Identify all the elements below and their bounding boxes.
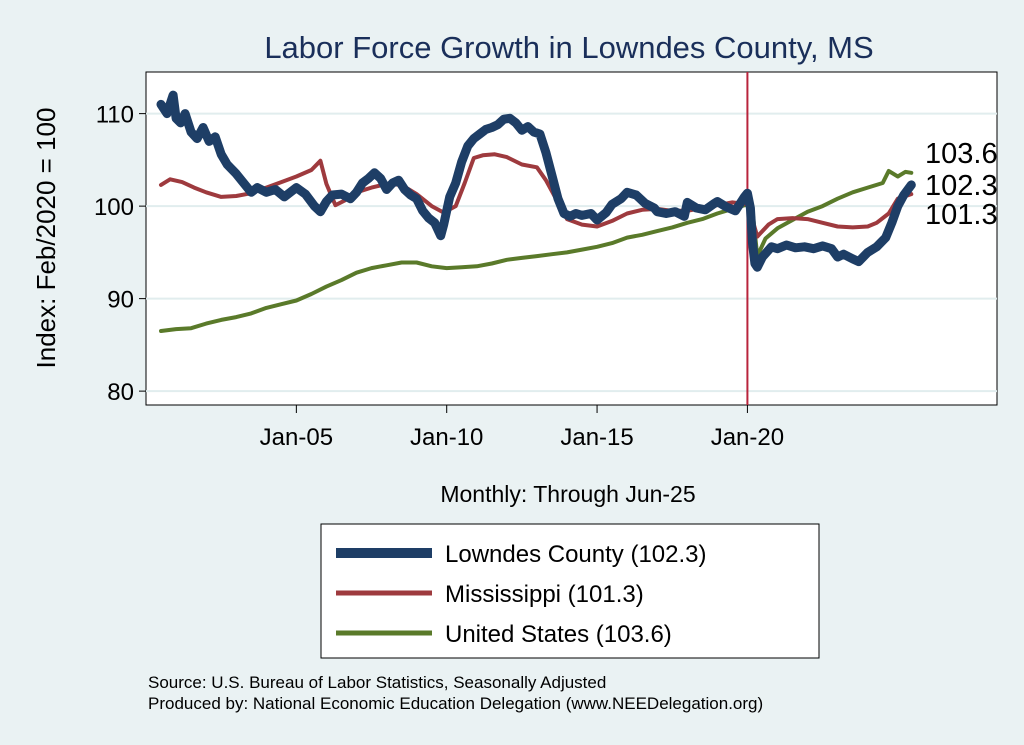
gridlines xyxy=(146,112,997,393)
x-tick-label: Jan-05 xyxy=(260,424,333,451)
legend-items: Lowndes County (102.3) Mississippi (101.3… xyxy=(336,541,707,648)
end-label-united-states: 103.6 xyxy=(925,138,998,170)
y-tick-label: 100 xyxy=(94,194,134,221)
legend-label: United States (103.6) xyxy=(445,621,672,648)
series-line-united-states xyxy=(159,169,914,333)
y-tick-label: 90 xyxy=(107,287,134,314)
y-tick-label: 80 xyxy=(107,379,134,406)
series-line-lowndes-county xyxy=(156,90,916,272)
legend-label: Mississippi (101.3) xyxy=(445,581,644,608)
x-axis-label: Monthly: Through Jun-25 xyxy=(440,481,695,507)
x-tick-label: Jan-20 xyxy=(711,424,784,451)
source-line-1: Source: U.S. Bureau of Labor Statistics,… xyxy=(148,673,606,692)
x-tick-label: Jan-15 xyxy=(560,424,633,451)
legend: Lowndes County (102.3) Mississippi (101.3… xyxy=(320,523,820,659)
y-axis-label: Index: Feb/2020 = 100 xyxy=(31,108,61,369)
y-tick-label: 110 xyxy=(96,102,134,129)
series-lines xyxy=(156,90,916,333)
y-axis-ticks: 80 90 100 110 xyxy=(94,102,146,406)
end-label-lowndes-county: 102.3 xyxy=(925,170,998,202)
x-tick-label: Jan-10 xyxy=(410,424,483,451)
plot-area xyxy=(145,71,998,406)
legend-label: Lowndes County (102.3) xyxy=(445,541,707,568)
x-axis-ticks: Jan-05 Jan-10 Jan-15 Jan-20 xyxy=(260,405,784,451)
chart-title: Labor Force Growth in Lowndes County, MS xyxy=(264,30,873,65)
series-line-mississippi xyxy=(159,152,914,239)
end-label-mississippi: 101.3 xyxy=(925,199,998,231)
source-line-2: Produced by: National Economic Education… xyxy=(148,694,763,713)
